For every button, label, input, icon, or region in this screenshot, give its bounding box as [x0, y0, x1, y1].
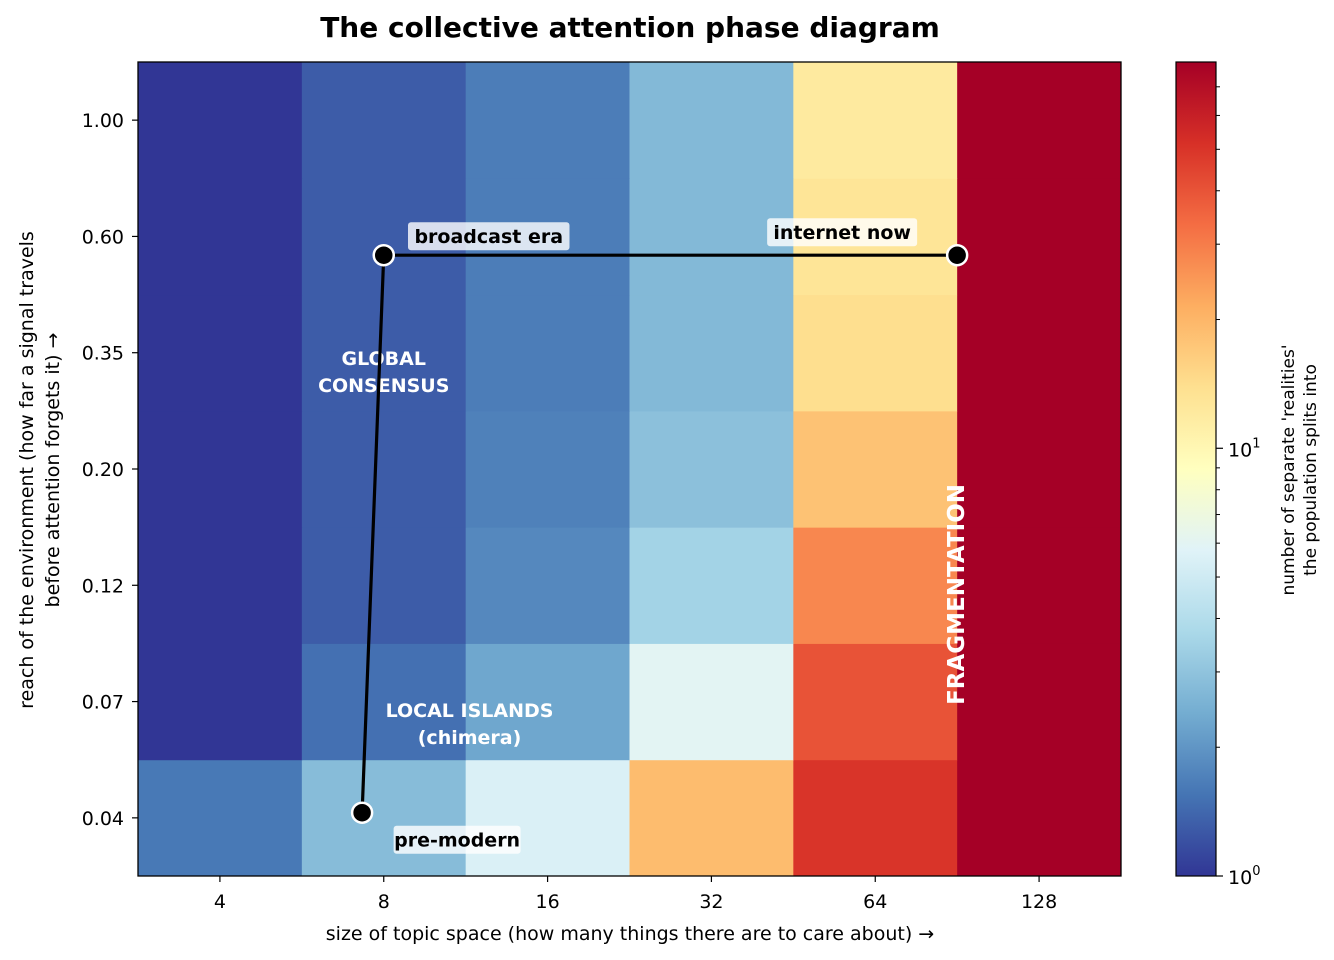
annotation-box — [393, 825, 521, 854]
heatmap-cell — [629, 410, 794, 528]
y-tick-label: 0.04 — [82, 808, 124, 830]
region-label-text: GLOBAL — [342, 348, 426, 370]
colorbar-label-line-2: the population splits into — [1301, 364, 1321, 576]
heatmap-cell — [138, 527, 303, 644]
heatmap-cell — [957, 410, 1122, 528]
y-tick-label: 0.12 — [82, 575, 124, 597]
heatmap-cell — [793, 759, 958, 877]
heatmap-cell — [465, 410, 630, 528]
trajectory-point — [350, 801, 374, 824]
colorbar-tick-label: 100 — [1228, 864, 1260, 889]
trajectory-annotation: broadcast era — [408, 222, 570, 251]
heatmap-cell — [138, 759, 303, 877]
trajectory-annotation: internet now — [767, 218, 918, 247]
y-axis-label: reach of the environment (how far a sign… — [16, 231, 64, 709]
heatmap-cell — [301, 62, 467, 179]
x-axis-label: size of topic space (how many things the… — [326, 923, 934, 945]
heatmap-cell — [465, 643, 630, 761]
y-axis-label-line-2: before attention forgets it) → — [42, 333, 64, 608]
colorbar-tick-label: 101 — [1228, 436, 1260, 461]
heatmap-cell — [629, 527, 794, 644]
y-axis-ticks: 0.04 0.07 0.12 0.20 0.35 0.60 1.00 — [82, 110, 138, 830]
heatmap-cell — [138, 62, 303, 179]
heatmap-cell — [629, 62, 794, 179]
heatmap-cell — [629, 178, 794, 296]
region-label-global-consensus: GLOBAL CONSENSUS — [318, 348, 449, 397]
x-tick-label: 8 — [378, 891, 390, 913]
x-tick-label: 128 — [1021, 891, 1057, 913]
x-axis-ticks: 4 8 16 32 64 128 — [214, 876, 1057, 913]
region-label-fragmentation: FRAGMENTATION — [944, 484, 970, 705]
region-labels: GLOBAL CONSENSUS LOCAL ISLANDS (chimera) FRA… — [318, 348, 970, 749]
trajectory-point — [945, 243, 969, 267]
colorbar-frame — [1175, 61, 1217, 877]
heatmap-cell — [957, 527, 1122, 644]
heatmap-cell — [957, 178, 1122, 296]
heatmap-cell — [301, 643, 467, 761]
colorbar-gradient — [1176, 62, 1216, 876]
region-label-text: FRAGMENTATION — [944, 484, 970, 705]
heatmap-cells — [137, 61, 1122, 877]
heatmap-cell — [793, 294, 958, 412]
heatmap-cell — [793, 527, 958, 644]
colorbar-label-line-1: number of separate 'realities' — [1279, 345, 1299, 596]
x-tick-label: 32 — [699, 891, 723, 913]
colorbar-label: number of separate 'realities' the popul… — [1279, 345, 1321, 596]
region-label-text: CONSENSUS — [318, 375, 449, 397]
heatmap-cell — [793, 62, 958, 179]
annotation-text: pre-modern — [394, 830, 520, 852]
x-tick-label: 16 — [535, 891, 559, 913]
trajectory-point — [372, 243, 395, 267]
heatmap-cell — [138, 410, 303, 528]
chart-title: The collective attention phase diagram — [320, 11, 940, 44]
heatmap-cell — [301, 294, 467, 412]
annotation-box — [408, 222, 570, 251]
y-tick-label: 0.07 — [82, 692, 124, 714]
heatmap-cell — [793, 410, 958, 528]
heatmap-cell — [957, 643, 1122, 761]
heatmap-cell — [465, 294, 630, 412]
heatmap-cell — [301, 759, 467, 877]
heatmap-cell — [957, 62, 1122, 179]
x-tick-label: 64 — [863, 891, 887, 913]
y-axis-label-line-1: reach of the environment (how far a sign… — [16, 231, 38, 709]
heatmap-cell — [138, 294, 303, 412]
heatmap-cell — [465, 62, 630, 179]
heatmap-cell — [629, 643, 794, 761]
heatmap-cell — [629, 294, 794, 412]
heatmap-cell — [957, 294, 1122, 412]
region-label-text: (chimera) — [418, 727, 522, 749]
annotation-text: internet now — [773, 222, 911, 244]
y-tick-label: 1.00 — [82, 110, 124, 132]
heatmap-cell — [138, 178, 303, 296]
region-label-text: LOCAL ISLANDS — [386, 700, 554, 722]
colorbar: 100 101 — [1175, 61, 1260, 889]
y-tick-label: 0.60 — [82, 226, 124, 248]
annotation-text: broadcast era — [414, 226, 563, 248]
trajectory: pre-modern broadcast era internet now — [350, 218, 969, 854]
heatmap-cell — [301, 410, 467, 528]
heatmap-cell — [301, 527, 467, 644]
annotation-box — [767, 218, 918, 247]
y-tick-label: 0.35 — [82, 343, 124, 365]
heatmap-cell — [957, 759, 1122, 877]
y-tick-label: 0.20 — [82, 459, 124, 481]
x-tick-label: 4 — [214, 891, 226, 913]
heatmap-cell — [465, 759, 630, 877]
heatmap-cell — [793, 643, 958, 761]
trajectory-annotation: pre-modern — [393, 825, 521, 854]
heatmap-cell — [629, 759, 794, 877]
region-label-local-islands: LOCAL ISLANDS (chimera) — [386, 700, 554, 749]
heatmap-cell — [138, 643, 303, 761]
heatmap-cell — [465, 527, 630, 644]
